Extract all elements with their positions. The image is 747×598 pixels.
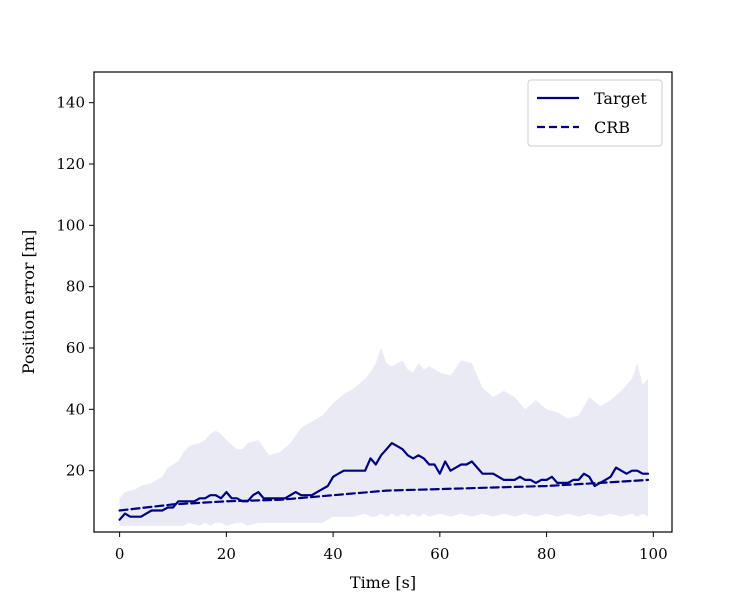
- series-line-target: [118, 442, 650, 521]
- x-tick-label-20: 20: [217, 545, 236, 563]
- x-tick-label-100: 100: [639, 545, 668, 563]
- y-tick-label-40: 40: [66, 400, 85, 418]
- x-axis: 0 20 40 60 80 100: [115, 532, 668, 563]
- x-tick-label-60: 60: [430, 545, 449, 563]
- y-tick-label-80: 80: [66, 278, 85, 296]
- legend-target-label: Target: [594, 89, 647, 108]
- plot-frame: [93, 71, 673, 533]
- confidence-band-layer: [119, 348, 649, 526]
- y-tick-label-100: 100: [56, 216, 85, 234]
- legend: Target CRB: [527, 79, 663, 147]
- series-layer: [118, 442, 650, 521]
- y-axis-label: Position error [m]: [19, 230, 38, 374]
- x-tick-label-40: 40: [324, 545, 343, 563]
- y-tick-label-140: 140: [56, 94, 85, 112]
- y-tick-label-60: 60: [66, 339, 85, 357]
- series-line-crb: [118, 478, 650, 512]
- legend-crb-label: CRB: [594, 118, 630, 137]
- y-tick-label-20: 20: [66, 462, 85, 480]
- y-axis: 20 40 60 80 100 120 140: [56, 94, 94, 480]
- y-tick-label-120: 120: [56, 155, 85, 173]
- x-tick-label-0: 0: [115, 545, 125, 563]
- x-tick-label-80: 80: [537, 545, 556, 563]
- confidence-band: [119, 348, 649, 526]
- x-axis-label: Time [s]: [350, 573, 416, 592]
- legend-box: [527, 79, 663, 147]
